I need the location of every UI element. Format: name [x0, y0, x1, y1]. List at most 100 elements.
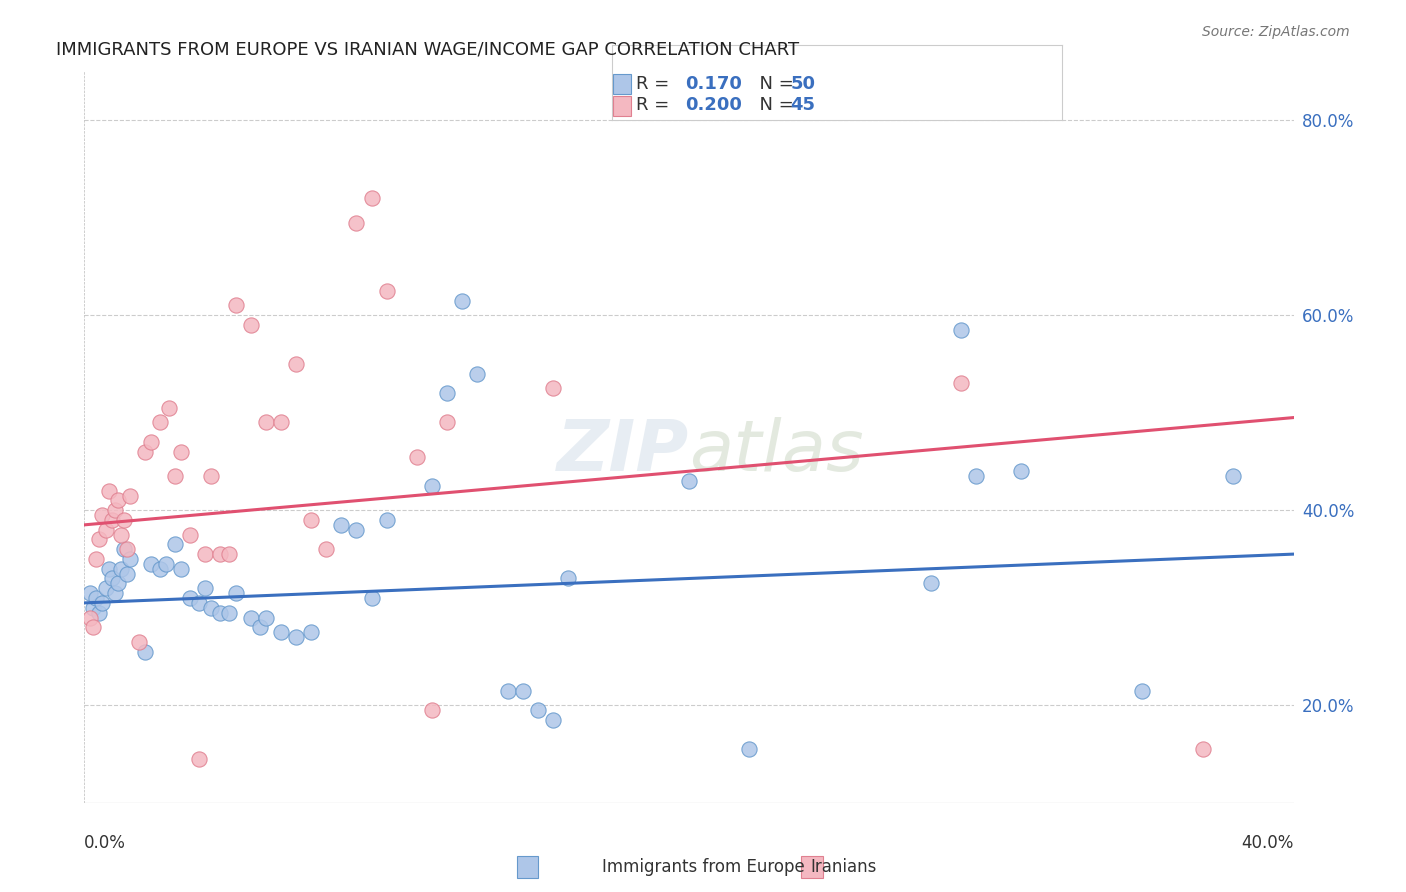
Text: atlas: atlas — [689, 417, 863, 486]
Point — [94, 523, 117, 537]
Point — [285, 357, 308, 371]
Point — [115, 566, 138, 581]
Point — [97, 562, 120, 576]
Text: R =: R = — [636, 96, 681, 114]
Point — [346, 523, 368, 537]
Point — [82, 600, 104, 615]
Point — [79, 586, 101, 600]
Point — [139, 557, 162, 571]
Text: 0.170: 0.170 — [685, 75, 741, 93]
Point — [512, 683, 534, 698]
Point — [179, 527, 201, 541]
Point — [218, 606, 240, 620]
Point — [118, 489, 141, 503]
Point — [110, 562, 132, 576]
Text: 45: 45 — [790, 96, 815, 114]
Point — [107, 493, 129, 508]
Point — [89, 606, 111, 620]
Point — [165, 537, 187, 551]
Point — [920, 576, 942, 591]
Point — [1222, 469, 1244, 483]
Point — [270, 625, 292, 640]
Point — [194, 547, 217, 561]
Point — [375, 284, 398, 298]
Point — [91, 596, 114, 610]
Point — [541, 713, 564, 727]
Point — [299, 625, 322, 640]
Text: ZIP: ZIP — [557, 417, 689, 486]
Point — [496, 683, 519, 698]
Point — [1192, 742, 1215, 756]
Point — [104, 503, 127, 517]
Text: R =: R = — [636, 75, 681, 93]
Point — [678, 474, 700, 488]
Text: Source: ZipAtlas.com: Source: ZipAtlas.com — [1202, 25, 1350, 39]
Point — [218, 547, 240, 561]
Point — [254, 416, 277, 430]
Point — [315, 542, 337, 557]
Point — [139, 434, 162, 449]
Point — [82, 620, 104, 634]
Point — [436, 386, 458, 401]
Point — [346, 215, 368, 229]
Point — [360, 191, 382, 205]
Point — [100, 572, 122, 586]
Point — [254, 610, 277, 624]
Point — [330, 517, 353, 532]
Point — [239, 318, 262, 332]
Text: IMMIGRANTS FROM EUROPE VS IRANIAN WAGE/INCOME GAP CORRELATION CHART: IMMIGRANTS FROM EUROPE VS IRANIAN WAGE/I… — [56, 40, 800, 58]
Point — [134, 444, 156, 458]
Point — [128, 635, 150, 649]
Point — [155, 557, 177, 571]
Text: Iranians: Iranians — [810, 858, 877, 876]
Point — [1011, 464, 1033, 478]
Text: 0.200: 0.200 — [685, 96, 741, 114]
Text: 50: 50 — [790, 75, 815, 93]
Point — [118, 552, 141, 566]
Point — [170, 444, 193, 458]
Point — [89, 533, 111, 547]
Point — [194, 581, 217, 595]
Point — [375, 513, 398, 527]
Point — [541, 381, 564, 395]
Point — [527, 703, 550, 717]
Point — [107, 576, 129, 591]
Point — [249, 620, 271, 634]
Point — [239, 610, 262, 624]
Point — [299, 513, 322, 527]
Point — [157, 401, 180, 415]
Point — [112, 513, 135, 527]
Point — [467, 367, 489, 381]
Text: Immigrants from Europe: Immigrants from Europe — [602, 858, 804, 876]
Point — [406, 450, 429, 464]
Point — [420, 479, 443, 493]
Point — [209, 547, 232, 561]
Point — [179, 591, 201, 605]
Point — [188, 596, 211, 610]
Point — [165, 469, 187, 483]
Point — [225, 298, 247, 312]
Point — [209, 606, 232, 620]
Point — [91, 508, 114, 522]
Point — [149, 562, 172, 576]
Point — [110, 527, 132, 541]
Point — [270, 416, 292, 430]
Point — [200, 469, 222, 483]
Point — [360, 591, 382, 605]
Point — [950, 376, 973, 391]
Point — [1130, 683, 1153, 698]
Point — [104, 586, 127, 600]
Point — [188, 752, 211, 766]
Point — [112, 542, 135, 557]
Point — [149, 416, 172, 430]
Point — [225, 586, 247, 600]
Point — [285, 630, 308, 644]
Point — [134, 645, 156, 659]
Point — [86, 591, 108, 605]
Point — [115, 542, 138, 557]
Text: 40.0%: 40.0% — [1241, 834, 1294, 852]
Point — [94, 581, 117, 595]
Text: N =: N = — [748, 96, 800, 114]
Text: 0.0%: 0.0% — [84, 834, 127, 852]
Point — [965, 469, 987, 483]
